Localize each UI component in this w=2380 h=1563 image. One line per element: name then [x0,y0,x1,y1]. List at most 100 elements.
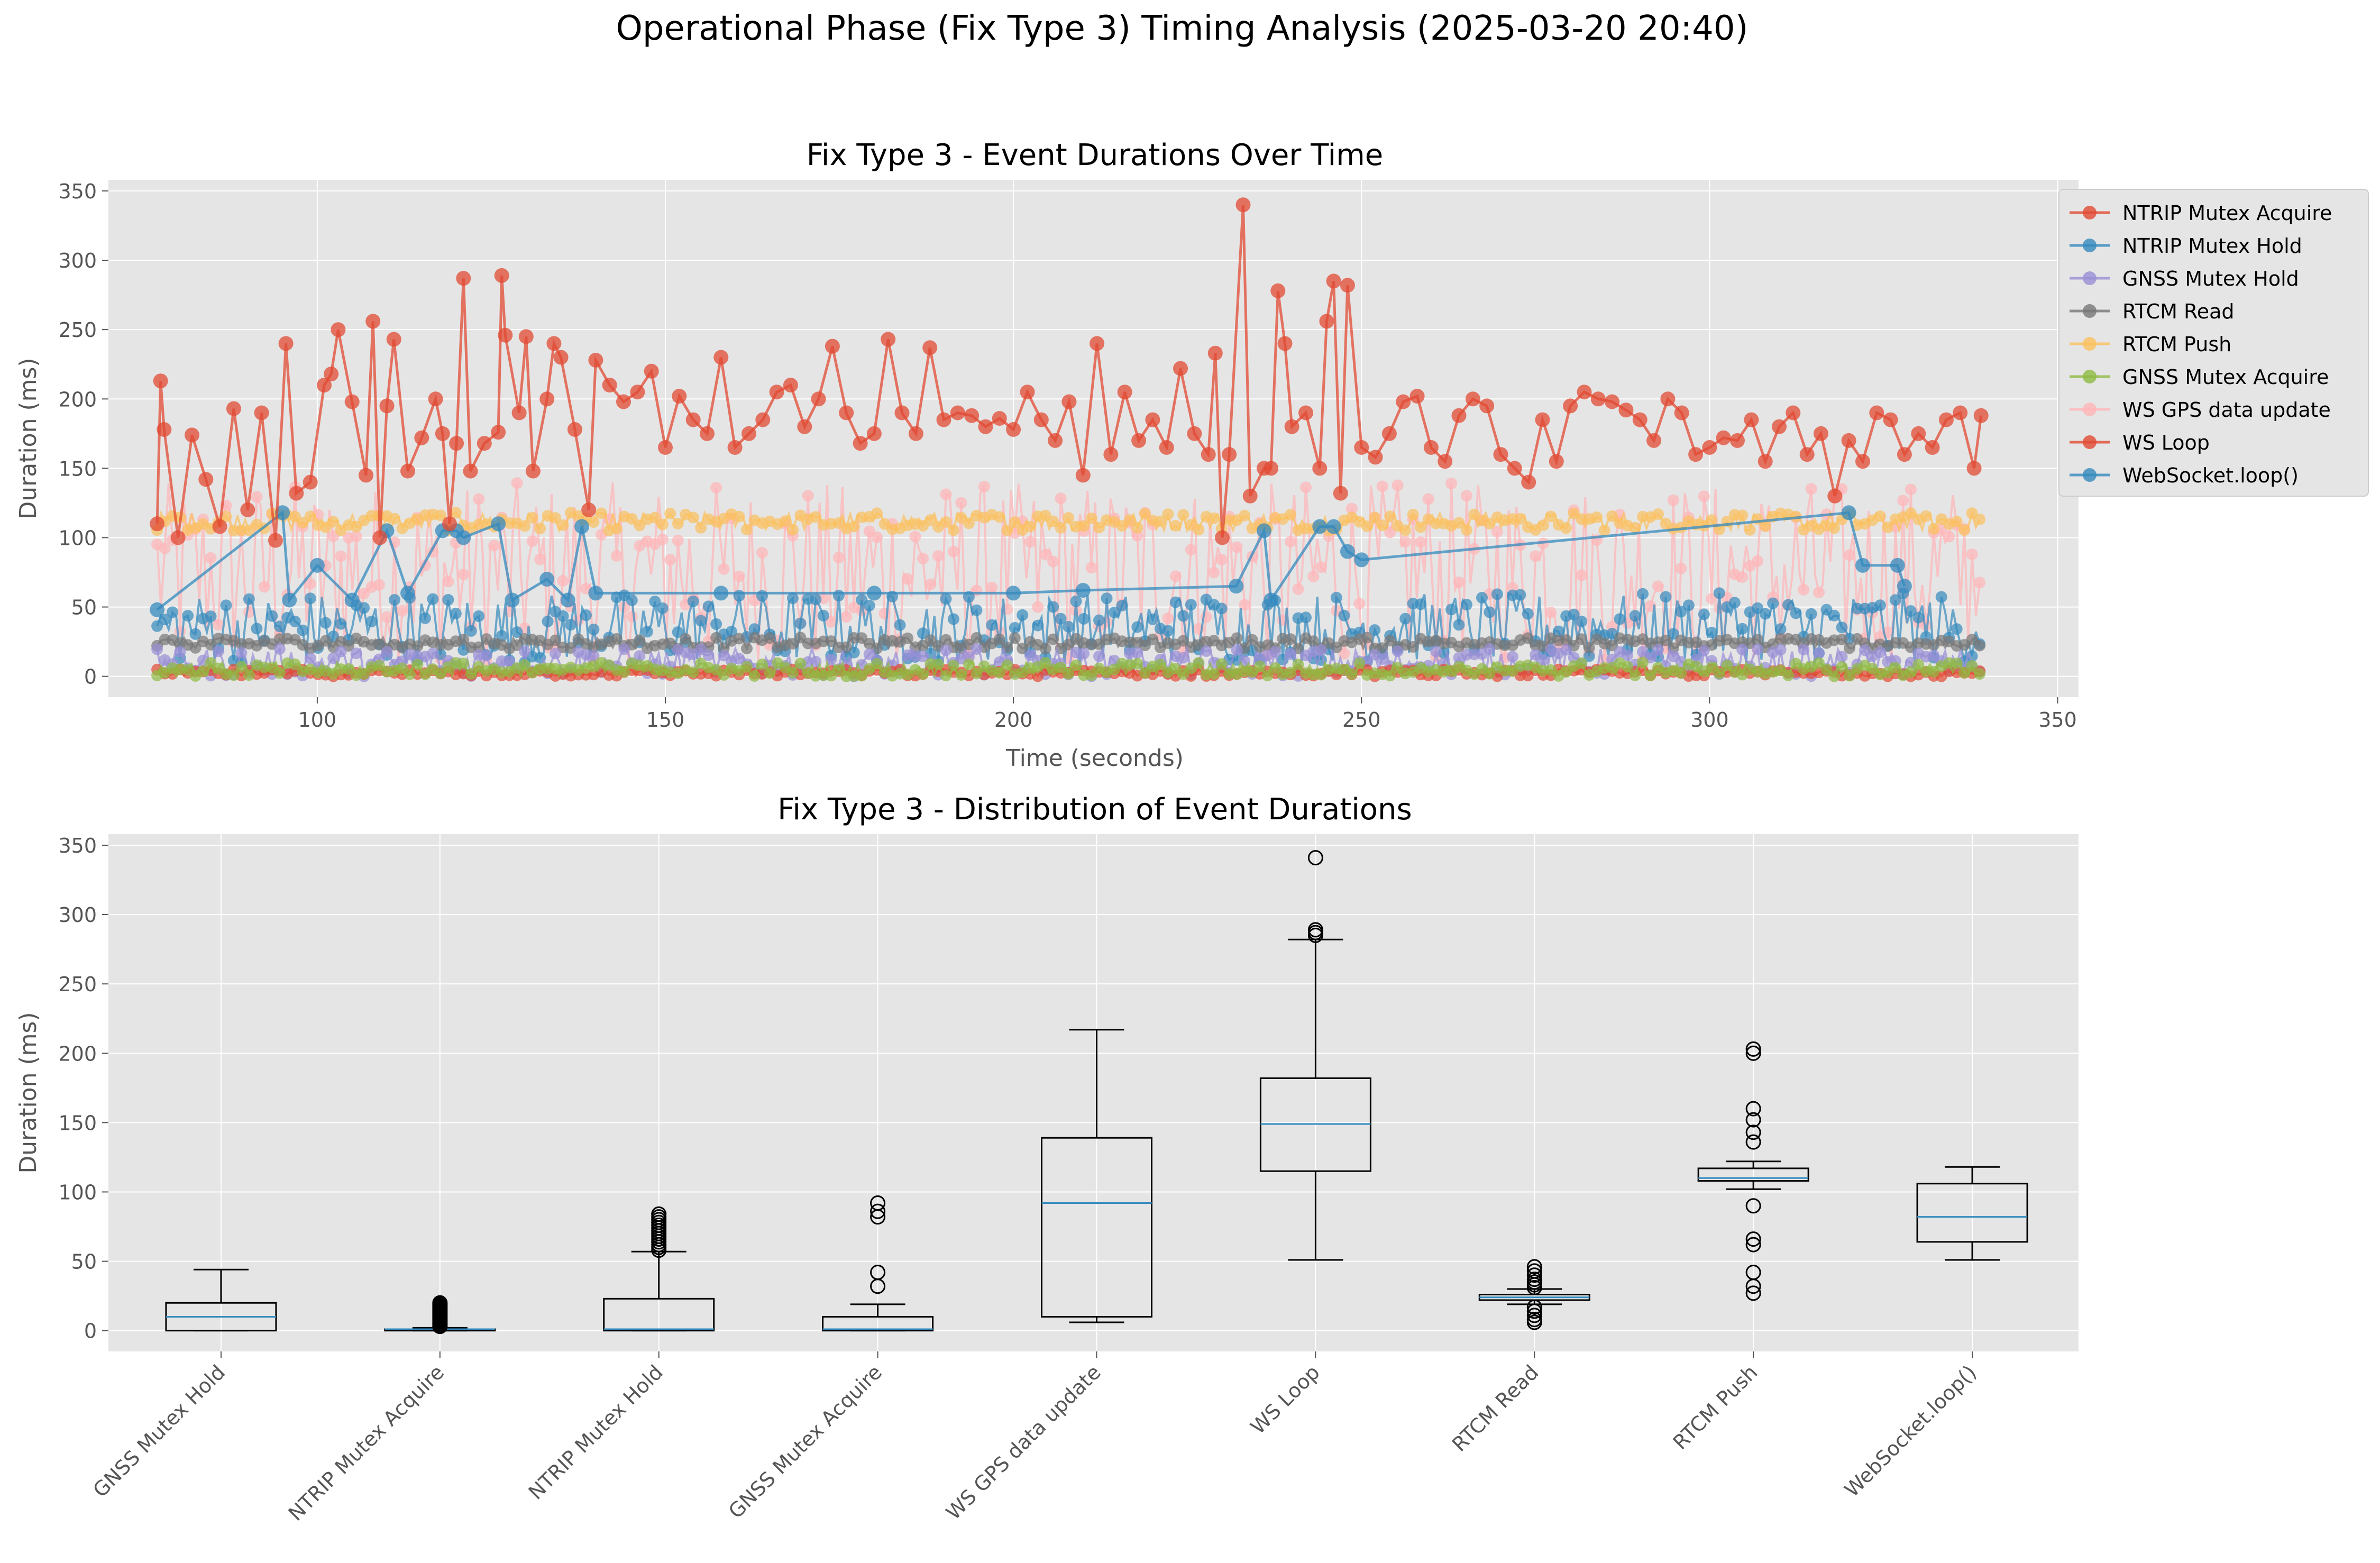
series-point [1085,513,1097,525]
y-tick-label: 350 [58,180,97,203]
series-point [1333,486,1348,501]
y-tick-label: 100 [58,526,97,550]
series-point [381,611,393,623]
series-point [1231,541,1243,553]
box-websocket-loop- [1916,1166,2028,1261]
series-point [1090,336,1105,351]
series-point [1063,620,1075,633]
series-point [1688,447,1704,462]
series-point [1675,562,1687,574]
series-point [856,670,868,682]
series-point [1330,591,1342,604]
series-point [1552,625,1564,637]
series-point [1622,661,1634,673]
series-point [1075,468,1091,483]
y-tick-label: 0 [84,665,97,689]
series-point [317,378,332,393]
series-point [189,642,202,654]
series-point [1652,644,1664,656]
series-point [1242,488,1258,504]
series-point [1139,667,1151,679]
series-point [1093,522,1105,534]
series-point [741,661,753,673]
series-point [1844,549,1855,561]
box-ws-loop [1259,850,1371,1261]
series-point [702,649,715,661]
series-point [1047,515,1059,527]
outlier-point [1526,1259,1542,1275]
series-point [1173,361,1188,376]
series-point [748,670,761,682]
series-point [1844,642,1855,654]
series-point [1545,510,1557,523]
series-point [1177,610,1189,622]
series-point [779,515,791,527]
series-point [710,618,722,630]
series-point [1078,647,1090,660]
series-point [491,425,506,440]
series-point [1345,502,1358,515]
series-point [1277,336,1293,351]
time-series-traces [150,197,1989,617]
series-point [220,599,232,611]
series-point [350,531,362,542]
x-tick-label: 100 [298,708,337,732]
series-point [273,667,286,679]
series-point [1618,403,1634,418]
series-point [1070,660,1082,671]
series-point [881,332,896,347]
series-point [519,520,531,532]
series-point [1757,454,1773,469]
series-point [396,605,408,617]
series-point [1261,670,1274,682]
series-point [273,620,286,633]
series-point [450,507,462,519]
series-point [1117,385,1132,400]
series-point [1514,513,1526,525]
series-point [480,650,492,662]
series-point [1728,597,1741,609]
series-point [1912,659,1925,671]
y-tick-label: 0 [84,1320,97,1343]
series-point [1560,644,1572,656]
series-point [1101,592,1113,605]
series-point [1300,611,1312,624]
series-point [1484,668,1496,680]
series-point [1484,518,1496,529]
legend-item: RTCM Read [2070,300,2235,323]
series-point [1085,669,1097,681]
box-gnss-mutex-acquire [822,1195,934,1332]
series-point [695,615,707,627]
outlier-point [1745,1265,1761,1281]
series-point [1338,647,1350,660]
series-point [567,422,582,437]
series-point [1736,623,1749,635]
series-point [251,623,263,635]
box-plot-area [108,834,2079,1351]
series-point [1855,454,1870,469]
series-point [150,516,165,532]
series-point [304,592,316,605]
figure-suptitle: Operational Phase (Fix Type 3) Timing An… [616,9,1748,48]
legend-marker [2083,435,2097,449]
series-point [947,660,959,672]
series-point [1384,510,1396,523]
x-tick-label: 250 [1342,708,1381,732]
series-point [1415,521,1427,533]
series-point [595,507,607,519]
series-point [1177,509,1189,521]
series-point [710,632,722,644]
series-point [1345,668,1358,680]
series-point [414,430,429,445]
series-point [465,625,477,637]
y-tick-label: 300 [58,249,97,272]
series-point [1422,493,1434,505]
series-point [546,336,562,351]
series-point [1123,514,1136,526]
series-point [1354,552,1369,568]
series-point [1667,628,1679,640]
series-point [1883,412,1898,427]
box-ntrip-mutex-hold [603,1206,715,1332]
series-point [159,542,171,554]
series-point [151,620,163,632]
